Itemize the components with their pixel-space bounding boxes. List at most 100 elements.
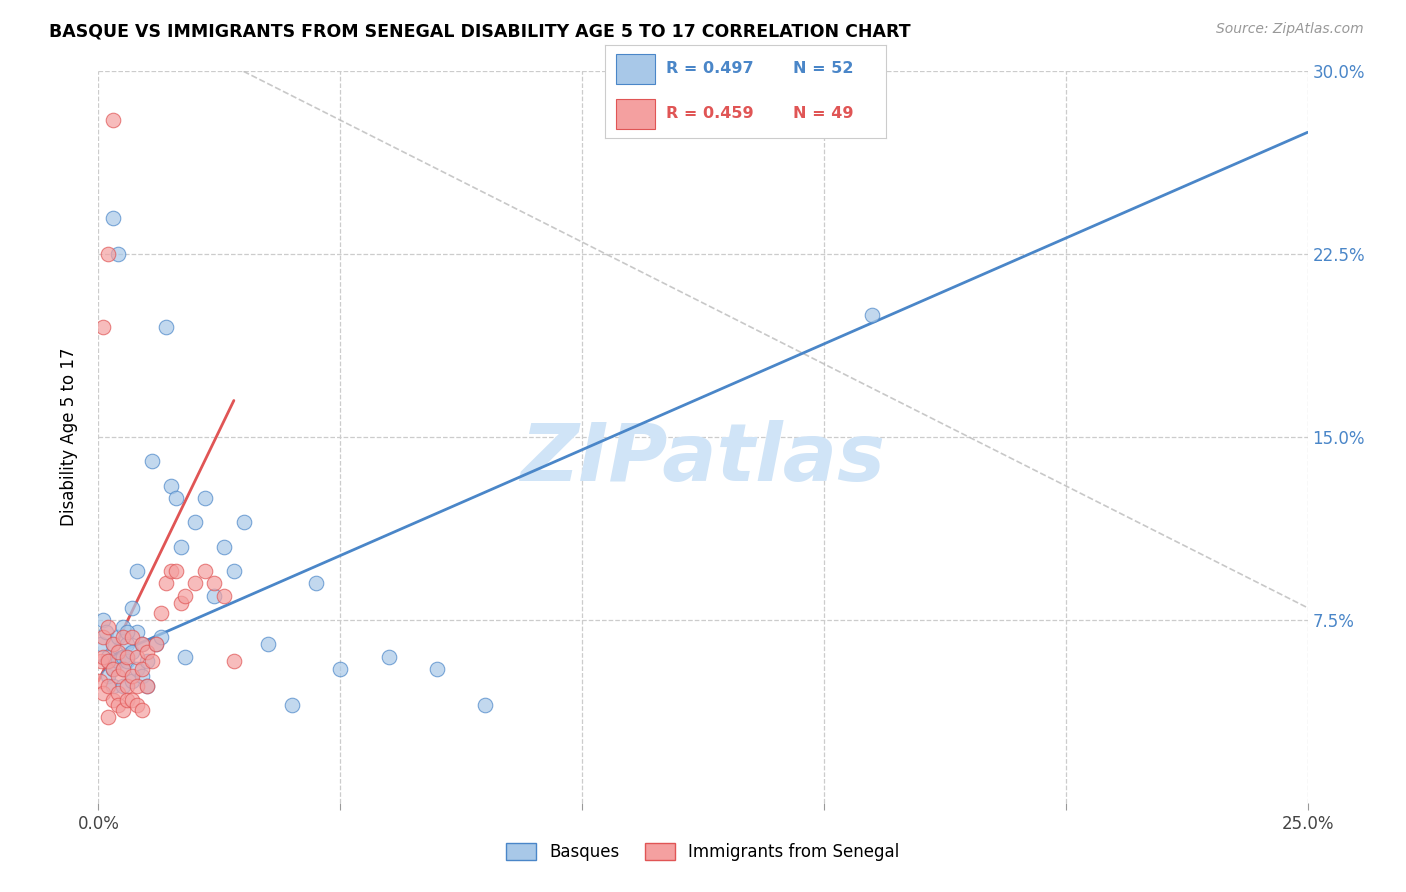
Text: ZIPatlas: ZIPatlas <box>520 420 886 498</box>
Point <box>91 686 114 700</box>
Point <box>127 662 149 676</box>
Point <box>101 113 124 128</box>
Point <box>127 698 149 713</box>
Point <box>135 654 157 668</box>
Bar <box>616 99 655 129</box>
Point <box>90 637 112 651</box>
Point <box>97 654 120 668</box>
Point <box>194 491 217 505</box>
Point <box>204 576 226 591</box>
Point <box>127 649 149 664</box>
Point <box>111 630 134 644</box>
Text: N = 52: N = 52 <box>793 62 853 77</box>
Point <box>165 564 187 578</box>
Point <box>117 654 139 668</box>
Point <box>107 654 129 668</box>
Point <box>121 630 143 644</box>
Point <box>377 649 399 664</box>
Text: N = 49: N = 49 <box>793 106 853 121</box>
Point <box>160 479 183 493</box>
Point <box>474 698 496 713</box>
Point <box>212 589 235 603</box>
Point <box>97 247 120 261</box>
Point <box>121 669 143 683</box>
Y-axis label: Disability Age 5 to 17: Disability Age 5 to 17 <box>59 348 77 526</box>
Point <box>91 649 114 664</box>
Point <box>131 703 153 717</box>
Point <box>111 649 134 664</box>
Point <box>117 637 139 651</box>
Point <box>131 662 153 676</box>
Point <box>107 247 129 261</box>
Point <box>91 630 114 644</box>
Point <box>121 600 143 615</box>
Point <box>169 596 191 610</box>
Point <box>184 576 207 591</box>
Point <box>101 662 124 676</box>
Point <box>131 637 153 651</box>
Point <box>107 645 129 659</box>
Point <box>281 698 304 713</box>
Text: BASQUE VS IMMIGRANTS FROM SENEGAL DISABILITY AGE 5 TO 17 CORRELATION CHART: BASQUE VS IMMIGRANTS FROM SENEGAL DISABI… <box>49 22 911 40</box>
Point <box>117 693 139 707</box>
Point <box>107 630 129 644</box>
Point <box>160 564 183 578</box>
Point <box>135 645 157 659</box>
Point <box>101 679 124 693</box>
Legend: Basques, Immigrants from Senegal: Basques, Immigrants from Senegal <box>499 836 907 868</box>
Point <box>305 576 328 591</box>
Point <box>97 710 120 724</box>
Point <box>97 620 120 634</box>
Point <box>101 662 124 676</box>
Point <box>145 637 167 651</box>
Point <box>107 686 129 700</box>
Text: Source: ZipAtlas.com: Source: ZipAtlas.com <box>1216 22 1364 37</box>
Point <box>111 662 134 676</box>
Point <box>169 540 191 554</box>
Point <box>121 673 143 688</box>
Point <box>150 630 173 644</box>
Point <box>97 654 120 668</box>
Point <box>232 516 254 530</box>
Point <box>174 649 197 664</box>
Point <box>101 211 124 225</box>
Text: R = 0.497: R = 0.497 <box>666 62 754 77</box>
Point <box>117 625 139 640</box>
Point <box>135 679 157 693</box>
Point <box>97 679 120 693</box>
Point <box>127 625 149 640</box>
Point <box>97 669 120 683</box>
Point <box>131 637 153 651</box>
Point <box>860 308 883 322</box>
Point <box>150 606 173 620</box>
Point <box>91 613 114 627</box>
Point <box>135 679 157 693</box>
Point <box>184 516 207 530</box>
Point <box>121 693 143 707</box>
Point <box>212 540 235 554</box>
Point <box>165 491 187 505</box>
Point <box>222 564 245 578</box>
Point <box>101 637 124 651</box>
Point <box>97 649 120 664</box>
Point <box>111 703 134 717</box>
Point <box>127 679 149 693</box>
Bar <box>616 54 655 84</box>
Point <box>141 454 163 468</box>
Point <box>141 654 163 668</box>
Point <box>194 564 217 578</box>
Point <box>117 679 139 693</box>
Point <box>89 673 111 688</box>
Point <box>121 645 143 659</box>
Point <box>256 637 278 651</box>
Point <box>222 654 245 668</box>
Text: R = 0.459: R = 0.459 <box>666 106 754 121</box>
Point <box>174 589 197 603</box>
Point <box>111 662 134 676</box>
Point <box>91 320 114 334</box>
Point <box>117 649 139 664</box>
Point <box>101 693 124 707</box>
Point <box>204 589 226 603</box>
Point <box>155 576 177 591</box>
Point <box>145 637 167 651</box>
